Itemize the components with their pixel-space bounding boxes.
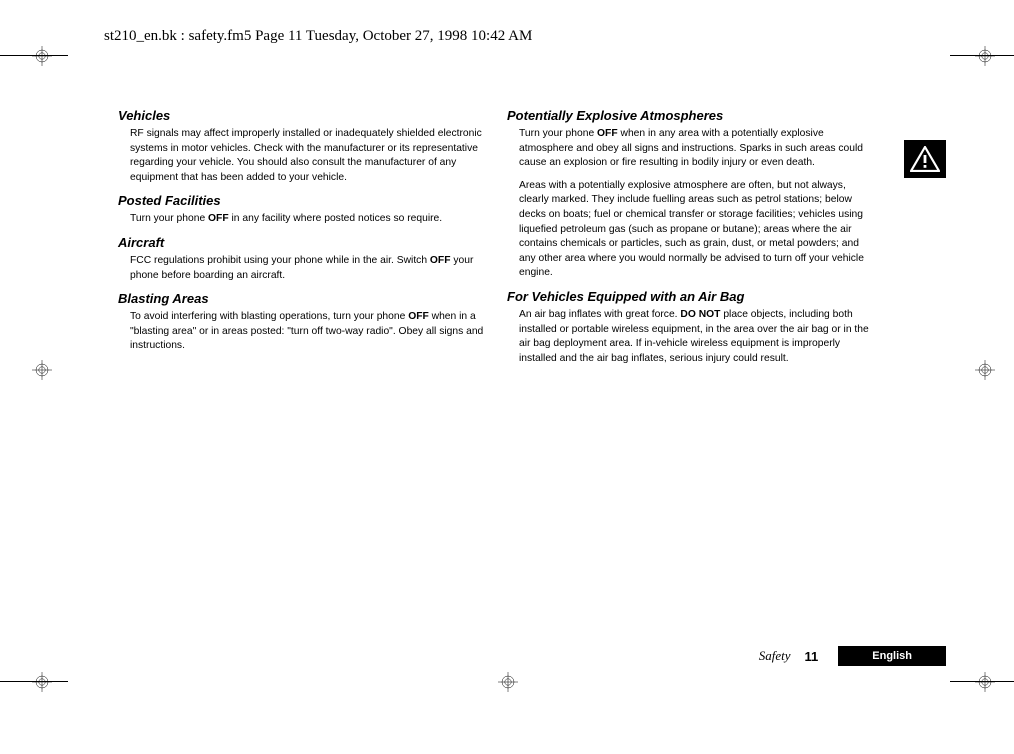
text: in any facility where posted notices so … <box>229 213 443 224</box>
footer-section: Safety <box>759 648 791 664</box>
heading-explosive: Potentially Explosive Atmospheres <box>507 108 874 123</box>
text: FCC regulations prohibit using your phon… <box>130 255 430 266</box>
text: Turn your phone <box>130 213 208 224</box>
left-column: Vehicles RF signals may affect improperl… <box>118 108 485 375</box>
registration-mark-icon <box>975 672 995 692</box>
bold-off: OFF <box>208 213 229 224</box>
registration-mark-icon <box>975 46 995 66</box>
body-aircraft: FCC regulations prohibit using your phon… <box>130 254 485 283</box>
heading-vehicles: Vehicles <box>118 108 485 123</box>
bold-off: OFF <box>597 128 618 139</box>
heading-airbag: For Vehicles Equipped with an Air Bag <box>507 289 874 304</box>
registration-mark-icon <box>32 360 52 380</box>
registration-mark-icon <box>498 672 518 692</box>
bold-off: OFF <box>408 311 429 322</box>
right-column: Potentially Explosive Atmospheres Turn y… <box>507 108 874 375</box>
body-explosive-1: Turn your phone OFF when in any area wit… <box>519 127 874 171</box>
registration-mark-icon <box>32 46 52 66</box>
heading-posted: Posted Facilities <box>118 193 485 208</box>
text: Turn your phone <box>519 128 597 139</box>
bold-off: OFF <box>430 255 451 266</box>
footer-page-number: 11 <box>805 649 819 664</box>
heading-aircraft: Aircraft <box>118 235 485 250</box>
registration-mark-icon <box>32 672 52 692</box>
heading-blasting: Blasting Areas <box>118 291 485 306</box>
page-footer: Safety 11 English <box>759 646 946 666</box>
registration-mark-icon <box>975 360 995 380</box>
warning-icon <box>904 140 946 178</box>
page-header: st210_en.bk : safety.fm5 Page 11 Tuesday… <box>104 28 532 45</box>
body-explosive-2: Areas with a potentially explosive atmos… <box>519 179 874 281</box>
text: To avoid interfering with blasting opera… <box>130 311 408 322</box>
bold-donot: DO NOT <box>680 309 720 320</box>
body-blasting: To avoid interfering with blasting opera… <box>130 310 485 354</box>
body-airbag: An air bag inflates with great force. DO… <box>519 308 874 366</box>
body-vehicles: RF signals may affect improperly install… <box>130 127 485 185</box>
footer-language: English <box>838 646 946 666</box>
content-area: Vehicles RF signals may affect improperl… <box>118 108 874 375</box>
body-posted: Turn your phone OFF in any facility wher… <box>130 212 485 227</box>
text: An air bag inflates with great force. <box>519 309 680 320</box>
